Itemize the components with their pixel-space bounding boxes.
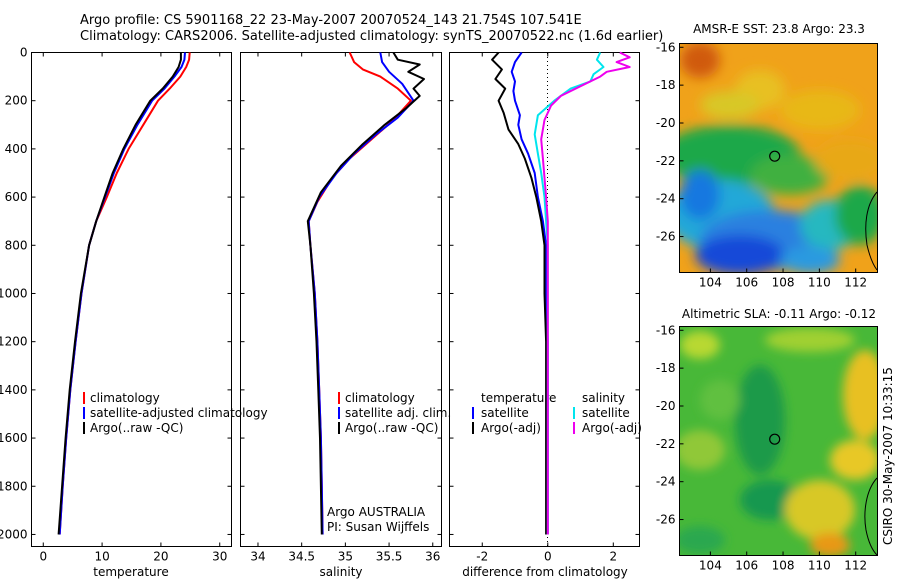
credit-line-1: Argo AUSTRALIA <box>327 505 426 519</box>
sla_map-ytick-label: -20 <box>656 399 676 413</box>
difference-xtick-label: 0 <box>544 550 552 564</box>
salinity-series-climatology <box>307 52 412 535</box>
depth-tick-label: 1600 <box>0 431 28 445</box>
depth-tick-label: 600 <box>5 190 28 204</box>
difference-series-salinity-argo-adj- <box>540 51 631 535</box>
sst_map-xtick-label: 104 <box>699 276 722 290</box>
sla_map-ytick-label: -22 <box>656 437 676 451</box>
sst_map-ytick-label: -24 <box>656 192 676 206</box>
sla-map-frame <box>679 326 878 556</box>
sst_map-profile-marker <box>769 150 781 162</box>
depth-tick-label: 0 <box>20 46 28 60</box>
depth-tick-label: 2000 <box>0 527 28 541</box>
difference-legend: temperature satellite Argo(-adj) salinit… <box>472 391 642 435</box>
sst_map-xtick-label: 112 <box>844 276 867 290</box>
depth-tick-label: 200 <box>5 94 28 108</box>
sla-map-title: Altimetric SLA: -0.11 Argo: -0.12 <box>682 307 876 321</box>
temperature-xtick-label: 20 <box>153 550 168 564</box>
sla_map-xtick-label: 108 <box>772 559 795 573</box>
salinity-xtick-label: 34.5 <box>288 550 315 564</box>
temperature-legend: climatology satellite-adjusted climatolo… <box>83 391 268 435</box>
temperature-xtick-label: 0 <box>39 550 47 564</box>
depth-tick-label: 1200 <box>0 335 28 349</box>
legend-argo: Argo(..raw -QC) <box>345 421 438 435</box>
temperature-series-satellite-adjusted-climatology <box>58 52 186 535</box>
sst_map-ytick-label: -20 <box>656 116 676 130</box>
sst_map-xtick-label: 110 <box>808 276 831 290</box>
difference-series-temperature-satellite <box>510 51 549 535</box>
sla_map-xtick-label: 106 <box>735 559 758 573</box>
sst-map <box>679 43 878 273</box>
salinity-xlabel: salinity <box>319 565 362 579</box>
legend-climatology: climatology <box>345 391 415 405</box>
sst_map-ytick-label: -26 <box>656 230 676 244</box>
salinity-xtick-label: 35.5 <box>376 550 403 564</box>
temperature-xtick-label: 10 <box>94 550 109 564</box>
sst_map-ytick-label: -22 <box>656 154 676 168</box>
sst_map-xtick-label: 108 <box>772 276 795 290</box>
sla_map-profile-marker <box>769 433 781 445</box>
legend-argo: Argo(..raw -QC) <box>90 421 183 435</box>
depth-tick-label: 400 <box>5 142 28 156</box>
legend-group-salinity: salinity <box>582 391 625 405</box>
difference-xlabel: difference from climatology <box>462 565 628 579</box>
temperature-axes <box>31 52 232 547</box>
sla_map-ytick-label: -26 <box>656 513 676 527</box>
sst-coastline <box>865 191 878 271</box>
temperature-xtick-label: 30 <box>212 550 227 564</box>
salinity-xtick-label: 36 <box>425 550 440 564</box>
salinity-xtick-label: 34 <box>250 550 265 564</box>
sst_map-ytick-label: -18 <box>656 78 676 92</box>
temperature-series-climatology <box>58 52 191 535</box>
salinity-series-satellite-adj-clim- <box>307 52 415 535</box>
sla-coastline <box>864 477 878 556</box>
legend-satellite: satellite-adjusted climatology <box>90 406 268 420</box>
header-line-1: Argo profile: CS 5901168_22 23-May-2007 … <box>80 13 582 28</box>
sla_map-ytick-label: -18 <box>656 361 676 375</box>
sst-map-title: AMSR-E SST: 23.8 Argo: 23.3 <box>693 22 865 36</box>
depth-tick-label: 1400 <box>0 383 28 397</box>
timestamp: CSIRO 30-May-2007 10:33:15 <box>881 367 895 545</box>
depth-tick-label: 1000 <box>0 286 28 300</box>
sla_map-ytick-label: -24 <box>656 475 676 489</box>
legend-sal-satellite: satellite <box>582 406 630 420</box>
difference-xtick-label: -2 <box>476 550 488 564</box>
legend-group-temperature: temperature <box>481 391 556 405</box>
temperature-series-argo-raw-qc- <box>57 52 182 535</box>
difference-xtick-label: 2 <box>609 550 617 564</box>
credit-line-2: PI: Susan Wijffels <box>327 520 429 534</box>
sla_map-xtick-label: 110 <box>808 559 831 573</box>
difference-axes <box>449 52 640 547</box>
sst_map-ytick-label: -16 <box>656 40 676 54</box>
sst_map-xtick-label: 106 <box>735 276 758 290</box>
difference-series-temperature-argo-adj- <box>491 51 548 535</box>
sla_map-xtick-label: 104 <box>699 559 722 573</box>
sla_map-xtick-label: 112 <box>844 559 867 573</box>
temperature-xlabel: temperature <box>93 565 168 579</box>
sla_map-ytick-label: -16 <box>656 323 676 337</box>
header-line-2: Climatology: CARS2006. Satellite-adjuste… <box>80 29 664 44</box>
legend-temp-satellite: satellite <box>481 406 529 420</box>
depth-tick-label: 1800 <box>0 479 28 493</box>
legend-sal-argo: Argo(-adj) <box>582 421 642 435</box>
sst-map-frame <box>679 43 878 273</box>
salinity-axes <box>240 52 442 547</box>
depth-tick-label: 800 <box>5 238 28 252</box>
salinity-series-argo-raw-qc- <box>306 51 425 535</box>
legend-satellite: satellite adj. clim. <box>345 406 451 420</box>
sla-map <box>679 326 878 556</box>
salinity-xtick-label: 35 <box>338 550 353 564</box>
legend-temp-argo: Argo(-adj) <box>481 421 541 435</box>
legend-climatology: climatology <box>90 391 160 405</box>
salinity-legend: climatology satellite adj. clim. Argo(..… <box>338 391 451 435</box>
